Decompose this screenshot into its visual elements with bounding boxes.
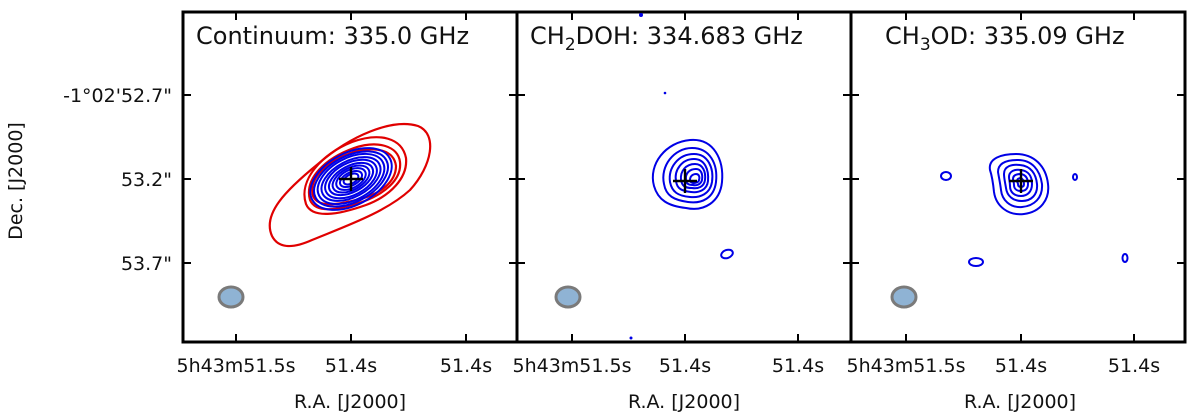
blue-dot <box>629 336 633 340</box>
blue-contour <box>1121 253 1129 263</box>
x-tick-label: 51.4s <box>1108 355 1160 377</box>
blue-contour <box>988 152 1050 216</box>
blue-contour <box>1002 163 1039 203</box>
panel-ch3od: CH3OD: 335.09 GHz <box>846 10 1187 413</box>
y-tick-label: 53.2" <box>121 169 172 191</box>
source-cross <box>673 169 697 193</box>
red-contour <box>307 143 402 211</box>
title-main: CH <box>530 22 565 50</box>
blue-contour <box>338 169 364 189</box>
blue-contour <box>1072 173 1078 181</box>
blue-contour <box>940 171 952 181</box>
ch2doh-contours <box>629 13 734 340</box>
panel-3-title: CH3OD: 335.09 GHz <box>885 22 1125 55</box>
source-cross <box>1009 169 1033 193</box>
x-axis-title: R.A. [J2000] <box>964 391 1076 413</box>
blue-contour <box>320 156 382 202</box>
panel-3-ticks <box>851 12 1185 342</box>
beam-ellipse <box>217 285 245 309</box>
panel-continuum: Continuum: 335.0 GHz <box>5 10 519 413</box>
blue-contour <box>1007 168 1034 198</box>
red-contour <box>303 136 408 215</box>
blue-dot <box>663 91 667 95</box>
blue-contour <box>324 158 378 200</box>
panel-2-title: CH2DOH: 334.683 GHz <box>530 22 803 55</box>
blue-contour <box>313 150 389 208</box>
source-cross <box>339 167 363 191</box>
blue-contour <box>662 146 718 204</box>
x-tick-label: 51.4s <box>440 355 492 377</box>
blue-contour <box>684 167 704 187</box>
blue-contour <box>679 162 707 190</box>
y-axis-title: Dec. [J2000] <box>5 122 27 240</box>
blue-contour <box>309 147 393 211</box>
x-tick-label: 51.4s <box>995 355 1047 377</box>
panel-1-title: Continuum: 335.0 GHz <box>196 22 469 50</box>
blue-contour <box>331 164 371 194</box>
beam-ellipse <box>890 285 918 309</box>
beam-ellipse <box>554 285 582 309</box>
blue-contour <box>327 161 375 197</box>
panel-ch2doh: CH2DOH: 334.683 GHz <box>512 10 853 413</box>
blue-contour <box>342 172 360 186</box>
blue-contour <box>996 158 1044 209</box>
blue-contour <box>720 248 734 260</box>
x-tick-label: 51.4s <box>772 355 824 377</box>
title-subscript: 3 <box>920 35 931 55</box>
continuum-blue-contours <box>309 147 393 211</box>
x-tick-label: 5h43m51.5s <box>176 355 295 377</box>
blue-contour <box>335 167 367 191</box>
red-contour <box>268 123 432 247</box>
blue-contour <box>668 152 714 199</box>
y-tick-label: -1°02'52.7" <box>63 85 172 107</box>
x-tick-label: 5h43m51.5s <box>512 355 631 377</box>
title-subscript: 2 <box>565 35 576 55</box>
y-tick-label: 53.7" <box>121 253 172 275</box>
blue-contour <box>651 138 724 210</box>
x-axis-title: R.A. [J2000] <box>294 391 406 413</box>
ch3od-contours <box>940 152 1129 267</box>
title-rest: DOH: 334.683 GHz <box>576 22 803 50</box>
x-tick-label: 51.4s <box>659 355 711 377</box>
blue-contour <box>688 172 701 185</box>
blue-dot <box>639 13 643 17</box>
title-main: CH <box>885 22 920 50</box>
title-rest: OD: 335.09 GHz <box>931 22 1125 50</box>
x-axis-title: R.A. [J2000] <box>628 391 740 413</box>
panel-3-frame <box>849 10 1187 344</box>
x-tick-label: 5h43m51.5s <box>846 355 965 377</box>
x-tick-label: 51.4s <box>325 355 377 377</box>
blue-contour <box>968 257 984 267</box>
